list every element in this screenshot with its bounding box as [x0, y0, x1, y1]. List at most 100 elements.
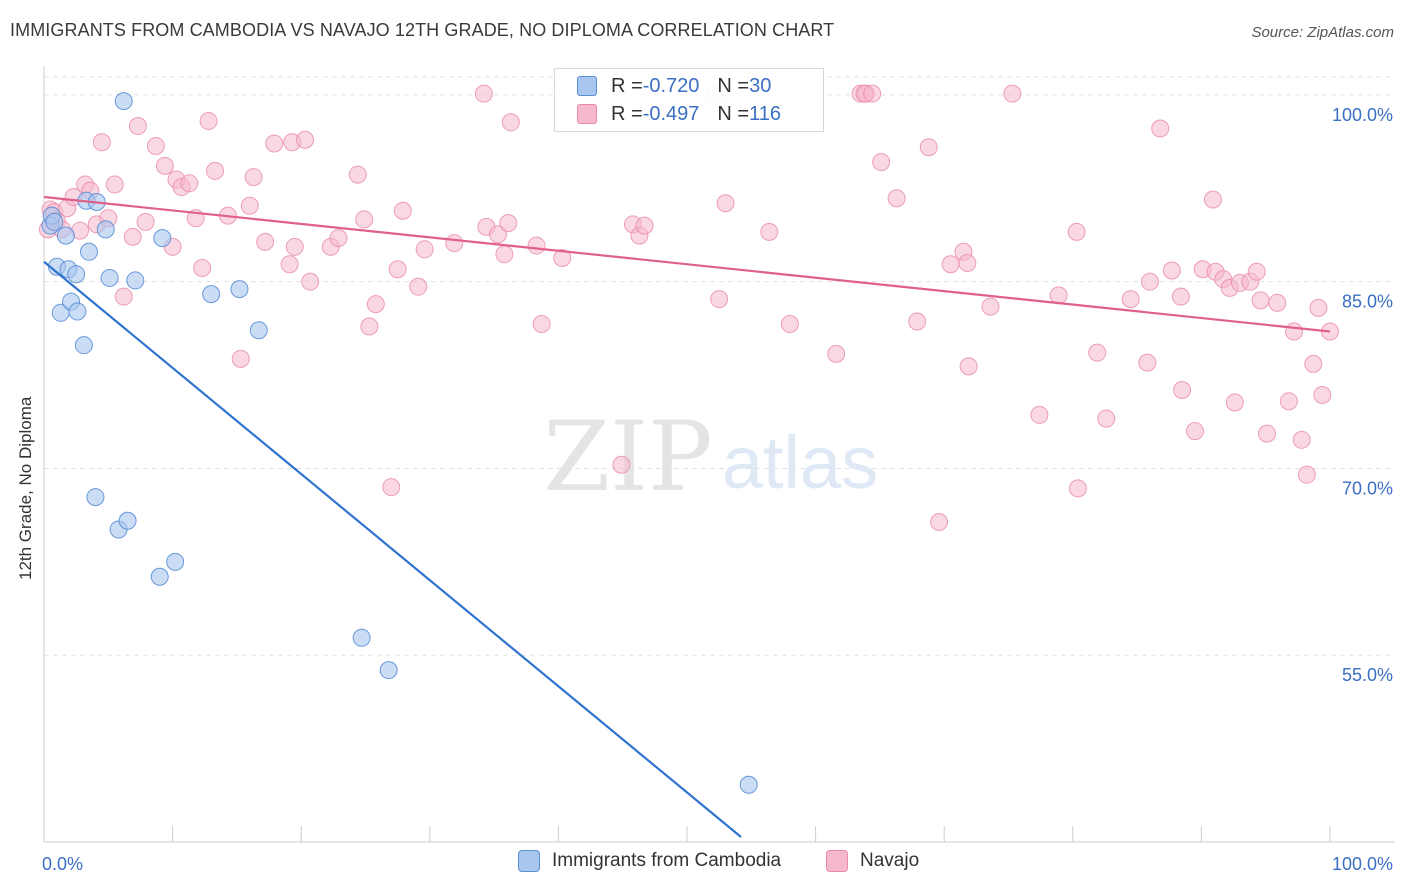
navajo-point: [409, 277, 428, 296]
navajo-point: [872, 153, 891, 172]
navajo-point: [240, 196, 259, 215]
axis-layer: [43, 66, 1395, 843]
navajo-point: [1225, 393, 1244, 412]
navajo-point: [355, 210, 374, 229]
legend-r-label: R =: [611, 74, 643, 97]
navajo-point: [329, 229, 348, 248]
navajo-point: [393, 201, 412, 220]
tick-labels: 55.0% 70.0% 85.0% 100.0% 0.0% 100.0%: [42, 105, 1393, 874]
navajo-point: [1284, 322, 1303, 341]
watermark: ZIP atlas: [543, 401, 878, 513]
navajo-point: [958, 254, 977, 272]
cambodia-point: [68, 302, 87, 321]
legend-item-navajo[interactable]: Navajo: [826, 850, 919, 872]
cambodia-point: [739, 775, 758, 794]
navajo-point: [1068, 479, 1087, 498]
navajo-point: [366, 295, 385, 314]
navajo-point: [1003, 84, 1022, 103]
watermark-zip: ZIP: [543, 401, 712, 513]
navajo-point: [1313, 385, 1332, 404]
cambodia-point: [202, 285, 221, 304]
cambodia-point: [352, 628, 371, 647]
navajo-point: [128, 117, 147, 136]
navajo-point: [1138, 353, 1157, 372]
navajo-point: [155, 156, 174, 175]
navajo-trend-line: [43, 195, 1331, 333]
correlation-legend: R = -0.720 N = 30 R = -0.497 N = 116: [554, 68, 824, 132]
navajo-point: [301, 272, 320, 291]
navajo-point: [1185, 422, 1204, 441]
cambodia-point: [56, 226, 75, 245]
grid-layer: [44, 76, 1395, 656]
cambodia-point: [379, 661, 398, 680]
navajo-point: [1067, 222, 1086, 241]
navajo-point: [981, 297, 1000, 316]
navajo-point: [474, 84, 493, 103]
navajo-point: [360, 317, 379, 336]
navajo-point: [348, 165, 367, 184]
navajo-point: [180, 174, 199, 193]
cambodia-point: [45, 212, 64, 231]
navajo-point: [1297, 465, 1316, 484]
navajo-point: [105, 175, 124, 194]
navajo-point: [919, 138, 938, 157]
navajo-point: [415, 240, 434, 259]
cambodia-point: [126, 271, 145, 290]
legend-n-value: 116: [749, 102, 781, 125]
navajo-point: [495, 245, 514, 264]
navajo-point: [1257, 424, 1276, 443]
y-tick-label: 85.0%: [1342, 292, 1393, 312]
navajo-point: [136, 212, 155, 231]
navajo-point: [930, 512, 949, 531]
legend-r-value: -0.497: [642, 102, 700, 125]
cambodia-trend-line: [43, 260, 742, 838]
legend-r-value: -0.720: [642, 74, 700, 97]
legend-swatch-cambodia: [518, 850, 540, 872]
navajo-point: [193, 258, 212, 277]
x-tick-label: 0.0%: [42, 854, 83, 874]
navajo-point: [1247, 262, 1266, 281]
navajo-point: [760, 222, 779, 241]
navajo-point: [1304, 354, 1323, 373]
legend-item-cambodia[interactable]: Immigrants from Cambodia: [518, 850, 781, 872]
navajo-point: [1279, 392, 1298, 411]
navajo-point: [635, 216, 654, 235]
cambodia-point: [96, 220, 115, 239]
navajo-point: [1097, 409, 1116, 428]
cambodia-point: [153, 229, 172, 248]
cambodia-point: [249, 321, 268, 340]
x-tick-label: 100.0%: [1332, 854, 1393, 874]
navajo-point: [256, 232, 275, 251]
navajo-point: [280, 255, 299, 274]
legend-swatch-cambodia: [577, 76, 597, 96]
legend-n-label: N =: [717, 102, 750, 125]
cambodia-point: [86, 488, 105, 507]
navajo-point: [527, 236, 546, 255]
navajo-point: [863, 84, 882, 103]
navajo-point: [1203, 190, 1222, 209]
y-tick-label: 55.0%: [1342, 665, 1393, 685]
navajo-point: [501, 113, 520, 132]
navajo-point: [1088, 343, 1107, 362]
navajo-point: [532, 315, 551, 334]
y-tick-label: 100.0%: [1332, 105, 1393, 125]
navajo-point: [1030, 405, 1049, 424]
y-tick-label: 70.0%: [1342, 478, 1393, 498]
cambodia-point: [114, 92, 133, 111]
navajo-point: [1140, 272, 1159, 291]
navajo-point: [553, 249, 572, 268]
cambodia-point: [74, 336, 93, 355]
navajo-point: [206, 161, 225, 180]
navajo-point: [499, 214, 518, 233]
cambodia-point: [230, 280, 249, 299]
navajo-point: [710, 290, 729, 309]
legend-n-value: 30: [749, 74, 772, 97]
navajo-point: [285, 237, 304, 256]
navajo-point: [1173, 381, 1192, 400]
navajo-point: [959, 357, 978, 376]
navajo-point: [908, 312, 927, 331]
legend-n-label: N =: [717, 74, 750, 97]
cambodia-point: [166, 552, 185, 571]
cambodia-point: [67, 265, 86, 284]
